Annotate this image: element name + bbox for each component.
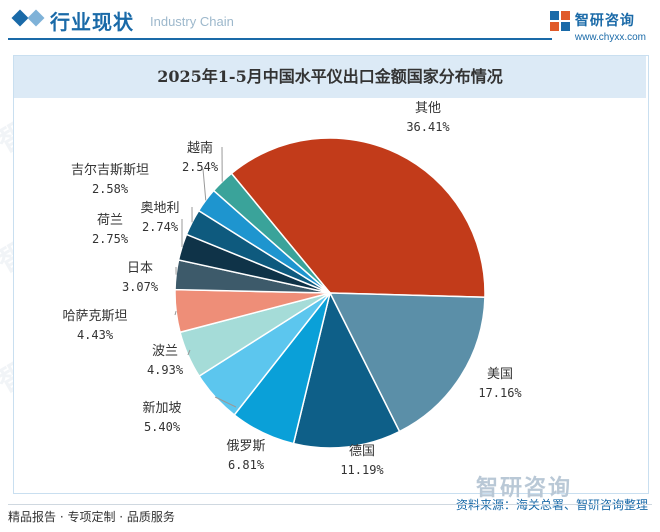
source-note: 资料来源：海关总署、智研咨询整理	[455, 498, 648, 512]
slice-value-label: 36.41%	[406, 120, 450, 134]
slice-label: 奥地利	[140, 201, 179, 216]
slice-value-label: 11.19%	[340, 463, 384, 477]
pie-slice	[230, 137, 486, 299]
slice-value-label: 4.93%	[147, 363, 184, 377]
brand-url: www.chyxx.com	[574, 32, 646, 43]
footer: 资料来源：海关总署、智研咨询整理 精品报告 · 专项定制 · 品质服务	[0, 496, 660, 532]
slice-label: 越南	[187, 140, 213, 156]
slice-label: 其他	[415, 101, 441, 116]
slice-value-label: 2.58%	[92, 182, 129, 196]
slice-value-label: 6.81%	[228, 458, 265, 472]
brand-logo-icon	[549, 11, 570, 31]
brand-name: 智研咨询	[574, 13, 635, 29]
section-title: 行业现状	[50, 10, 134, 34]
slice-value-label: 5.40%	[144, 420, 181, 434]
slice-value-label: 17.16%	[478, 386, 522, 400]
slice-label: 美国	[487, 367, 513, 382]
header: 行业现状 Industry Chain 智研咨询 www.chyxx.com	[0, 0, 660, 48]
slice-label: 波兰	[152, 344, 178, 359]
leader-line	[214, 396, 237, 408]
footer-tagline: 精品报告 · 专项定制 · 品质服务	[8, 510, 175, 524]
slice-value-label: 2.74%	[142, 220, 179, 234]
pie-slice	[292, 290, 401, 449]
leader-line	[187, 349, 191, 356]
slice-value-label: 2.75%	[92, 232, 129, 246]
slice-label: 新加坡	[142, 400, 181, 416]
slice-label: 德国	[349, 444, 375, 459]
slice-value-label: 2.54%	[182, 160, 219, 174]
leader-line	[174, 310, 177, 316]
header-divider	[8, 38, 552, 40]
chart-title: 2025年1-5月中国水平仪出口金额国家分布情况	[157, 67, 503, 86]
slice-value-label: 3.07%	[122, 280, 159, 294]
slice-label: 荷兰	[97, 213, 123, 228]
slice-label: 俄罗斯	[226, 439, 265, 454]
slice-label: 吉尔吉斯斯坦	[71, 163, 149, 178]
leader-line	[202, 168, 207, 201]
bottom-logo: 智研咨询	[476, 476, 573, 501]
footer-divider	[8, 504, 652, 505]
slice-value-label: 4.43%	[77, 328, 114, 342]
section-subtitle: Industry Chain	[150, 14, 234, 29]
brand: 智研咨询 www.chyxx.com	[549, 10, 646, 43]
pie-slice	[328, 292, 486, 433]
slice-label: 日本	[127, 261, 153, 276]
slice-label: 哈萨克斯坦	[62, 309, 127, 324]
chart-title-band	[14, 56, 646, 98]
